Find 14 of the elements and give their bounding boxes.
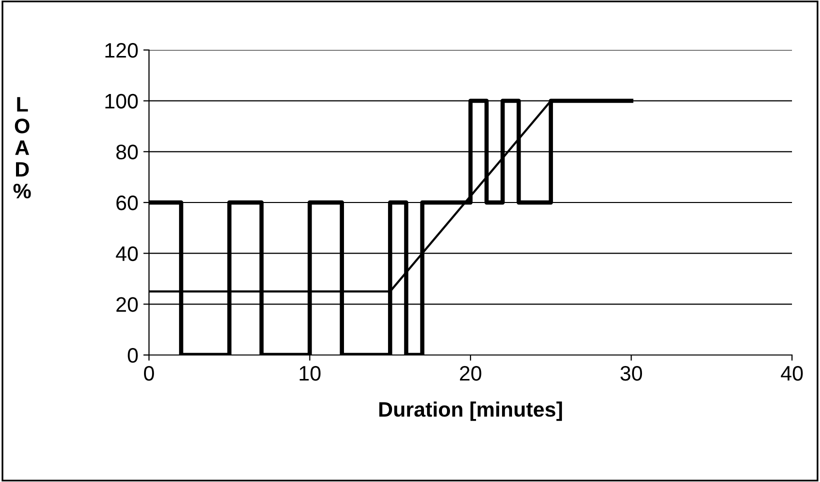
y-tick-label: 120 [105, 43, 138, 58]
x-tick-label: 20 [460, 366, 482, 381]
y-tick-label: 100 [105, 94, 138, 109]
x-axis-title: Duration [minutes] [379, 402, 562, 421]
y-axis-title: LOAD% [13, 97, 31, 198]
x-tick-label: 0 [144, 366, 154, 381]
y-tick-label: 20 [116, 297, 138, 312]
x-tick-label: 30 [620, 366, 642, 381]
x-tick-label: 40 [780, 366, 803, 381]
y-tick-label: 80 [116, 144, 138, 160]
y-tick-label: 0 [128, 348, 138, 363]
y-tick-label: 60 [116, 196, 138, 210]
y-tick-label: 40 [116, 246, 138, 262]
x-tick-label: 10 [300, 366, 321, 381]
